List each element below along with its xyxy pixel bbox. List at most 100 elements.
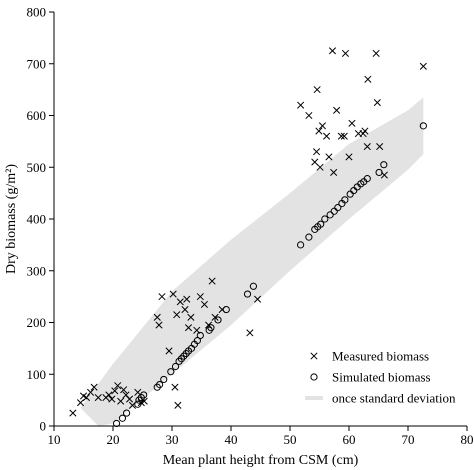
measured-point <box>153 313 161 321</box>
std-band-layer <box>80 97 424 427</box>
measured-point <box>361 127 369 135</box>
measured-point <box>82 393 91 402</box>
measured-point <box>348 119 356 127</box>
measured-point <box>372 49 380 57</box>
measured-point <box>363 142 371 151</box>
measured-point <box>90 383 98 391</box>
measured-point <box>181 306 189 314</box>
simulated-point <box>171 362 180 371</box>
measured-point <box>184 324 193 332</box>
measured-point <box>200 300 209 308</box>
measured-point <box>174 401 182 409</box>
y-tick-label: 200 <box>27 315 47 330</box>
measured-point <box>187 313 195 321</box>
simulated-point <box>222 305 230 314</box>
measured-point <box>183 295 191 303</box>
x-tick-label: 10 <box>48 432 61 447</box>
measured-point <box>155 321 163 329</box>
measured-point <box>171 383 179 391</box>
y-tick-label: 400 <box>27 212 47 227</box>
measured-point <box>325 153 333 161</box>
measured-point <box>173 311 181 319</box>
x-tick-label: 40 <box>225 432 238 447</box>
ticks-layer: 10 20 30 40 50 60 70 80010020030040050060070080… <box>27 5 474 448</box>
y-axis-title: Dry biomass (g/m²) <box>4 164 19 274</box>
x-tick-label: 70 <box>402 432 415 447</box>
simulated-point <box>334 204 342 212</box>
simulated-point <box>317 220 325 228</box>
measured-point <box>76 399 85 407</box>
measured-point <box>315 127 323 135</box>
measured-point <box>117 397 125 405</box>
simulated-point <box>196 331 204 340</box>
measured-point <box>176 298 184 306</box>
simulated-point <box>122 409 131 417</box>
measured-point <box>316 163 324 171</box>
measured-point <box>330 168 338 176</box>
simulated-point <box>341 196 349 204</box>
measured-point <box>125 395 134 403</box>
measured-point <box>312 148 321 156</box>
measured-point <box>337 132 345 140</box>
simulated-point <box>419 122 427 130</box>
measured-point <box>305 111 313 120</box>
legend-item: Simulated biomass <box>310 370 431 385</box>
simulated-point <box>207 324 215 332</box>
simulated-point <box>160 375 168 384</box>
simulated-point <box>156 381 164 389</box>
measured-point <box>419 62 427 70</box>
measured-point <box>196 293 204 301</box>
measured-point <box>373 99 381 107</box>
x-tick-label: 60 <box>343 432 356 447</box>
simulated-point <box>214 316 222 324</box>
simulated-point <box>112 419 121 428</box>
simulated-point <box>118 414 127 422</box>
measured-point <box>87 388 95 396</box>
measured-point <box>323 132 331 140</box>
simulated-point <box>249 282 258 290</box>
measured-point <box>105 391 113 399</box>
measured-point <box>297 101 305 109</box>
measured-point <box>69 409 77 417</box>
x-tick-label: 30 <box>166 432 179 447</box>
simulated-point <box>380 161 388 169</box>
measured-point <box>211 313 219 321</box>
simulated-point <box>363 175 371 183</box>
y-tick-label: 300 <box>27 263 47 278</box>
std-deviation-band <box>80 97 424 427</box>
simulated-point <box>243 290 252 298</box>
measured-point <box>169 290 177 298</box>
simulated-point <box>167 368 175 376</box>
points-layer <box>69 47 427 428</box>
simulated-point <box>326 211 334 219</box>
simulated-point <box>140 391 148 399</box>
simulated-point <box>193 337 201 345</box>
x-tick-label: 20 <box>107 432 120 447</box>
legend: Measured biomass Simulated biomass once st… <box>305 349 456 406</box>
legend-item: Measured biomass <box>310 349 429 364</box>
y-tick-label: 500 <box>27 160 47 175</box>
simulated-point <box>134 400 142 408</box>
measured-point <box>158 293 166 301</box>
legend-circle-icon <box>310 373 318 381</box>
measured-point <box>108 395 116 403</box>
simulated-point <box>321 215 329 223</box>
measured-point <box>333 106 341 114</box>
measured-point <box>111 387 119 395</box>
measured-point <box>313 86 321 94</box>
measured-point <box>165 347 173 355</box>
legend-item: once standard deviation <box>305 391 456 406</box>
measured-point <box>328 47 337 55</box>
measured-point <box>253 295 262 303</box>
y-tick-label: 0 <box>40 419 47 434</box>
legend-cross-icon <box>310 352 318 360</box>
y-tick-label: 700 <box>27 56 47 71</box>
measured-point <box>341 49 350 57</box>
simulated-point <box>305 233 313 241</box>
y-tick-label: 800 <box>27 5 47 20</box>
measured-point <box>94 393 102 402</box>
measured-point <box>340 132 348 140</box>
measured-point <box>345 153 353 161</box>
simulated-point <box>297 241 305 249</box>
